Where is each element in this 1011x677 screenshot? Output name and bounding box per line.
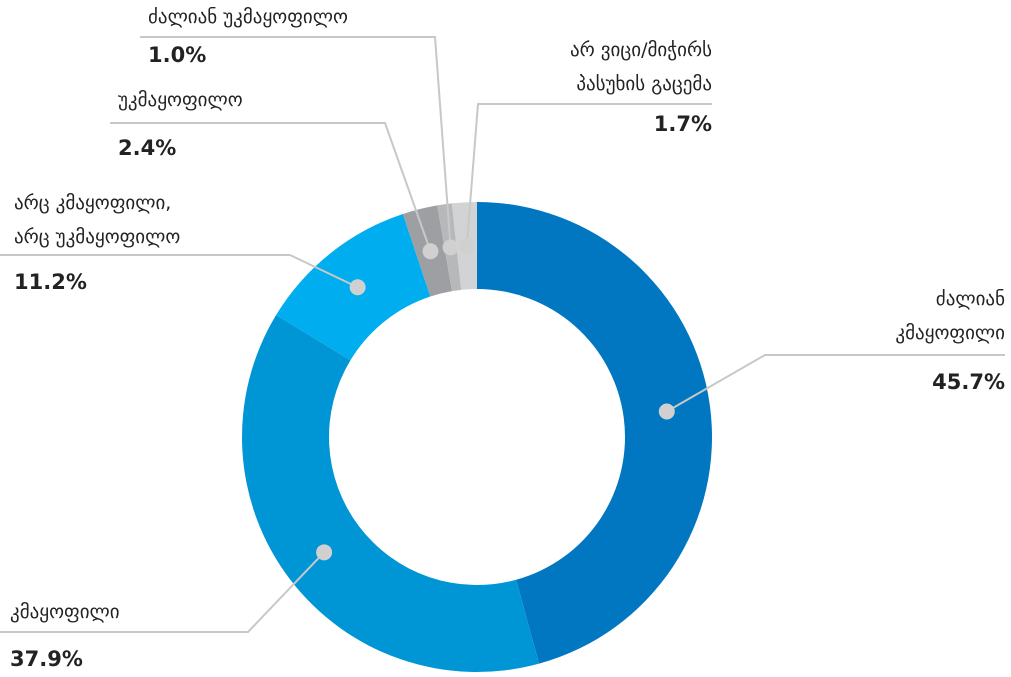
leader-dot bbox=[349, 279, 366, 296]
leader-line bbox=[0, 254, 359, 289]
donut-slice bbox=[477, 202, 712, 664]
value-label: 11.2% bbox=[14, 270, 87, 294]
value-label: 1.7% bbox=[653, 112, 712, 136]
leader-line bbox=[140, 36, 452, 248]
slice-label: არც კმაყოფილი, არც უკმაყოფილო bbox=[14, 192, 181, 248]
leader-dot bbox=[458, 237, 475, 254]
value-label: 1.0% bbox=[148, 43, 207, 67]
slice-label: ძალიან კმაყოფილი bbox=[895, 288, 1005, 344]
value-label: 45.7% bbox=[932, 370, 1005, 394]
slice-label: კმაყოფილი bbox=[10, 601, 120, 623]
slice-label: უკმაყოფილო bbox=[118, 89, 243, 111]
leader-dot bbox=[442, 239, 459, 256]
value-label: 2.4% bbox=[118, 136, 177, 160]
donut-slice bbox=[242, 315, 540, 672]
leader-line bbox=[110, 122, 432, 252]
leader-line bbox=[666, 354, 1005, 413]
leader-dot bbox=[316, 544, 333, 561]
leader-dot bbox=[422, 243, 439, 260]
leader-dot bbox=[658, 403, 675, 420]
slice-label: ძალიან უკმაყოფილო bbox=[148, 6, 348, 28]
leader-line bbox=[465, 103, 712, 246]
slice-label: არ ვიცი/მიჭირს პასუხის გაცემა bbox=[570, 39, 712, 95]
leader-line bbox=[0, 551, 325, 633]
value-label: 37.9% bbox=[10, 647, 83, 671]
